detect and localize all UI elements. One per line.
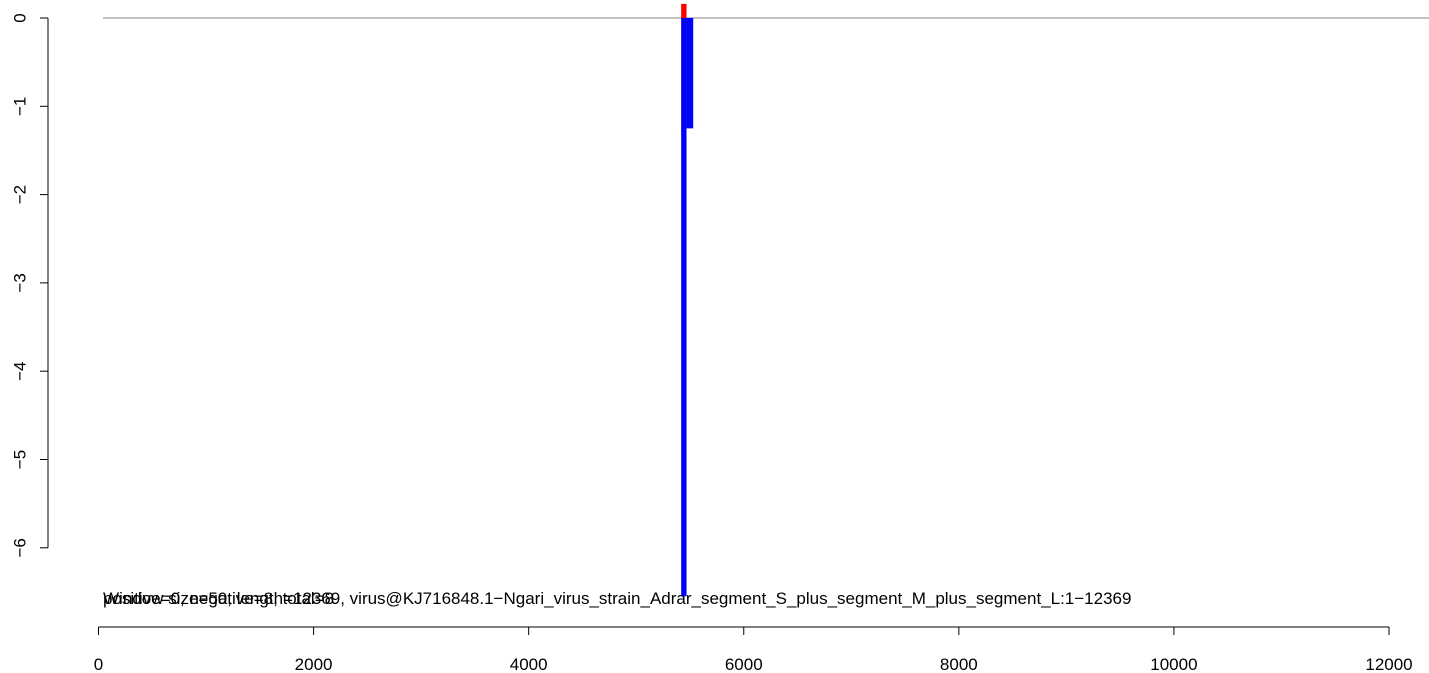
bars	[681, 3, 694, 597]
annotation-counts: positive=0, negative=8, total=8	[103, 589, 334, 608]
positive-bar	[681, 3, 687, 19]
y-tick-label: −1	[11, 97, 30, 116]
y-tick-label: −4	[11, 362, 30, 381]
x-tick-label: 4000	[510, 655, 548, 673]
x-tick-label: 8000	[940, 655, 978, 673]
y-tick-label: 0	[11, 13, 30, 22]
y-tick-label: −5	[11, 450, 30, 469]
y-tick-label: −2	[11, 185, 30, 204]
y-tick-label: −3	[11, 273, 30, 292]
x-tick-label: 0	[94, 655, 103, 673]
negative-bar	[681, 18, 687, 597]
y-tick-label: −6	[11, 538, 30, 557]
y-axis: 0 −1 −2 −3 −4 −5 −6	[11, 13, 49, 557]
x-tick-label: 2000	[295, 655, 333, 673]
negative-bar	[686, 18, 694, 129]
x-tick-label: 12000	[1365, 655, 1412, 673]
x-tick-label: 10000	[1150, 655, 1197, 673]
x-axis: 0 2000 4000 6000 8000 10000 12000	[94, 626, 1413, 673]
x-tick-label: 6000	[725, 655, 763, 673]
annotation-window: Window size=50, length=12369, virus@KJ71…	[103, 589, 1131, 608]
